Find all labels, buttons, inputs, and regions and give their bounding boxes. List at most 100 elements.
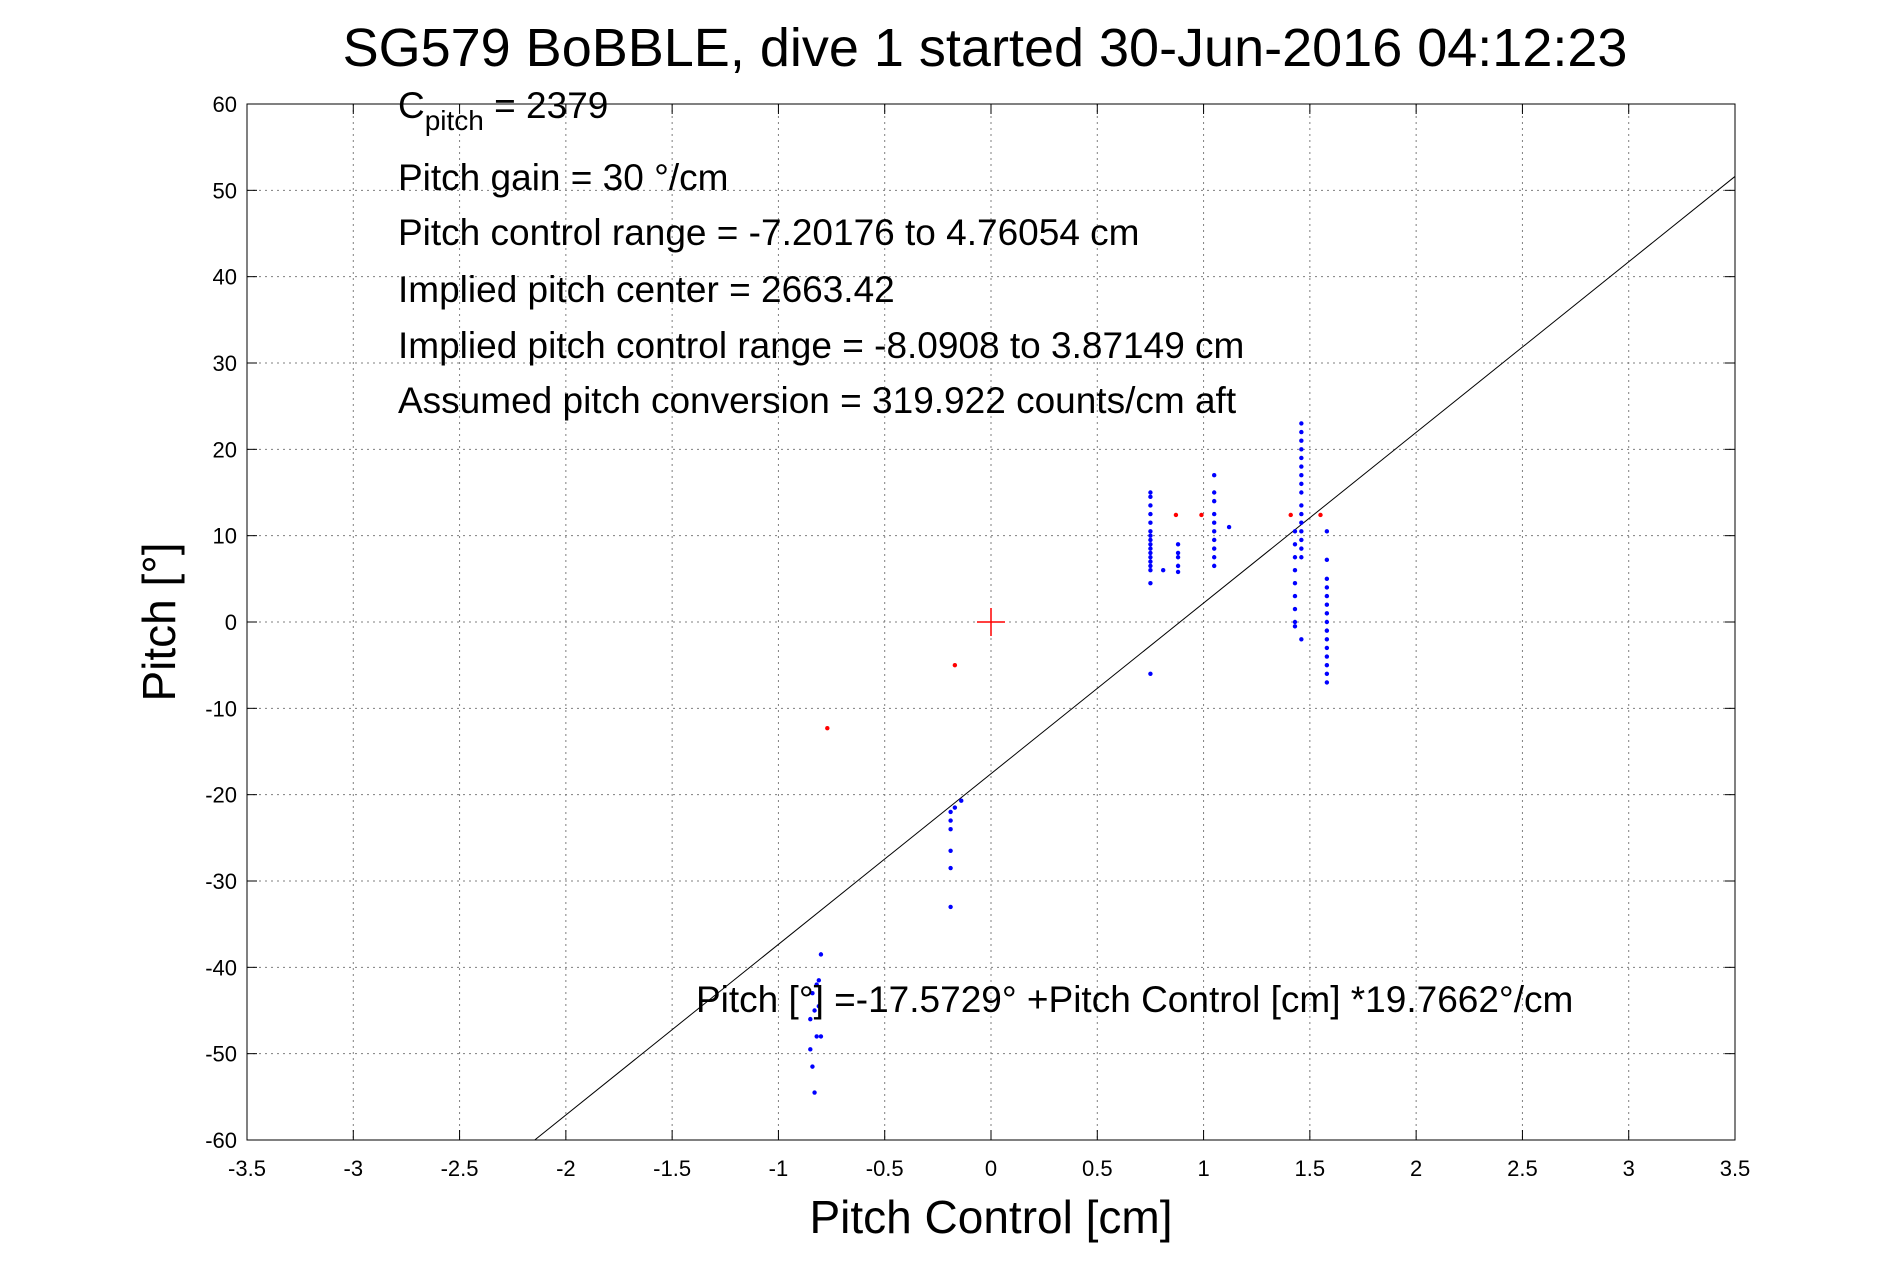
data-point [1148, 550, 1153, 556]
y-tick-label: -60 [205, 1128, 237, 1153]
data-point [1292, 606, 1298, 612]
data-point [812, 1090, 817, 1095]
data-point [1148, 511, 1153, 517]
data-point [952, 662, 958, 668]
data-point [1148, 490, 1153, 495]
data-point [1292, 619, 1298, 625]
data-point [816, 1003, 822, 1009]
data-point [1299, 529, 1304, 534]
data-point [948, 827, 953, 832]
annotation-pitch-control-range: Pitch control range = -7.20176 to 4.7605… [398, 212, 1140, 253]
data-point [1299, 421, 1304, 426]
data-point [1324, 611, 1330, 616]
data-point [1299, 455, 1304, 461]
data-point [1148, 533, 1153, 538]
annotation-cpitch-value: = 2379 [484, 85, 608, 126]
annotation-implied-pitch-control-range: Implied pitch control range = -8.0908 to… [398, 325, 1244, 366]
y-tick-label: -30 [205, 869, 237, 894]
data-point [1212, 511, 1217, 517]
data-point [818, 1034, 824, 1039]
data-point [1324, 654, 1330, 659]
data-point [1324, 628, 1330, 633]
x-tick-label: -2 [556, 1156, 576, 1181]
data-point [948, 904, 953, 910]
data-point [1148, 529, 1153, 534]
data-point [1299, 438, 1304, 443]
data-point [1299, 429, 1304, 435]
data-point [1148, 671, 1153, 676]
y-tick-label: 50 [213, 178, 237, 203]
data-point [810, 991, 815, 996]
data-point [1324, 593, 1330, 599]
y-tick-label: 40 [213, 265, 237, 290]
annotation-cpitch-subscript: pitch [425, 105, 484, 136]
data-point [1173, 512, 1179, 518]
data-point [814, 1034, 819, 1039]
data-point [1299, 511, 1304, 517]
data-point [1288, 512, 1293, 518]
data-point [1148, 580, 1153, 586]
annotation-assumed-pitch-conversion: Assumed pitch conversion = 319.922 count… [398, 380, 1237, 421]
data-point [1199, 512, 1204, 518]
data-point [1212, 537, 1217, 543]
data-point [818, 952, 824, 957]
data-point [1299, 473, 1304, 478]
data-point [1299, 520, 1304, 525]
y-tick-label: 30 [213, 351, 237, 376]
data-point [1324, 529, 1330, 534]
x-tick-label: 2 [1410, 1156, 1422, 1181]
data-point [1148, 563, 1153, 569]
x-tick-label: 0 [985, 1156, 997, 1181]
y-tick-label: -40 [205, 955, 237, 980]
data-point [1212, 555, 1217, 560]
data-point [1299, 555, 1304, 560]
fit-equation: Pitch [°] =-17.5729° +Pitch Control [cm]… [696, 979, 1573, 1020]
data-point [1324, 602, 1330, 607]
annotation-cpitch: Cpitch = 2379 [398, 85, 608, 136]
data-point [825, 725, 830, 731]
y-tick-label: -20 [205, 783, 237, 808]
data-point [1299, 546, 1304, 551]
data-point [1148, 542, 1153, 547]
data-point [1292, 580, 1298, 586]
y-axis-label: Pitch [°] [133, 542, 185, 701]
data-point [1148, 568, 1153, 573]
data-point [1175, 542, 1181, 547]
x-axis-label: Pitch Control [cm] [810, 1191, 1173, 1243]
data-point [1324, 637, 1330, 642]
data-point [1292, 568, 1298, 573]
data-point [948, 818, 953, 823]
data-point [1212, 490, 1217, 495]
data-point [1175, 563, 1181, 569]
data-point [959, 798, 964, 803]
x-tick-label: -0.5 [866, 1156, 904, 1181]
x-tick-label: 0.5 [1082, 1156, 1113, 1181]
data-point [1299, 447, 1304, 452]
data-point [1175, 555, 1181, 560]
annotation-cpitch-symbol: C [398, 85, 425, 126]
y-tick-label: 0 [225, 610, 237, 635]
data-point [1148, 559, 1153, 564]
data-point [1324, 671, 1330, 676]
data-point [1212, 520, 1217, 525]
annotation-block: Cpitch = 2379 Pitch gain = 30 °/cm Pitch… [398, 85, 1244, 421]
x-tick-label: 1 [1197, 1156, 1209, 1181]
data-point [1226, 524, 1232, 530]
fit-line-group [534, 176, 1736, 1141]
data-point [1148, 555, 1153, 560]
data-point [1212, 563, 1217, 569]
data-point [1292, 542, 1298, 547]
y-tick-label: 10 [213, 524, 237, 549]
y-axis-ticks: 60 50 40 30 20 10 0 -10 -20 -30 -40 -50 -60 [205, 92, 1735, 1153]
fit-line [534, 176, 1736, 1141]
x-tick-label: 2.5 [1507, 1156, 1538, 1181]
data-point [1160, 568, 1166, 573]
data-point [1212, 546, 1217, 551]
data-point [1175, 569, 1181, 575]
center-marker-group [977, 608, 1005, 636]
y-tick-label: 60 [213, 92, 237, 117]
data-point [1299, 637, 1304, 642]
data-point [810, 1064, 815, 1069]
